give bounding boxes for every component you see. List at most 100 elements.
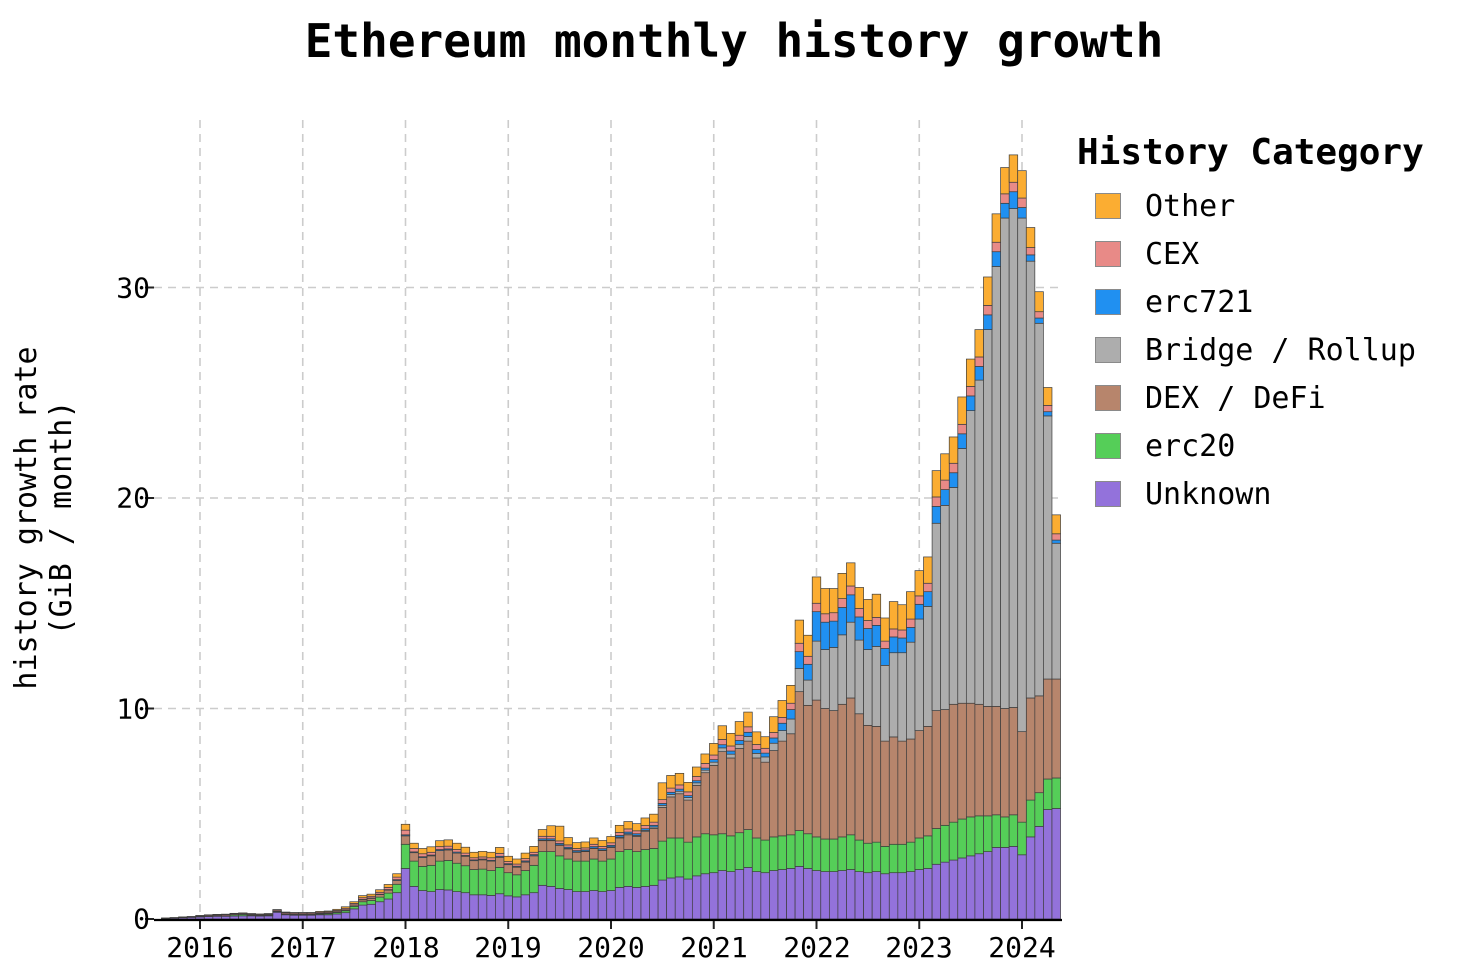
bar-segment-erc721 <box>991 251 1001 267</box>
bar-segment-dex_defi <box>1025 697 1036 801</box>
bar-segment-dex_defi <box>614 837 625 852</box>
bar-segment-bridge_rollup <box>957 448 967 704</box>
bar-segment-cex <box>409 848 419 853</box>
bar-segment-unknown <box>409 886 419 920</box>
bar-segment-erc721 <box>803 663 813 681</box>
bar-segment-unknown <box>931 863 942 920</box>
bar-segment-cex <box>880 640 890 649</box>
bar-segment-dex_defi <box>726 757 736 837</box>
bar-segment-dex_defi <box>863 724 873 844</box>
bar-segment-unknown <box>554 888 565 920</box>
bar-segment-cex <box>1000 193 1010 204</box>
bar-segment-erc721 <box>743 731 753 737</box>
bar-segment-erc721 <box>897 637 907 654</box>
bar-segment-erc721 <box>786 709 796 720</box>
bar-segment-dex_defi <box>691 784 702 838</box>
bar-segment-other <box>426 846 436 853</box>
bar-segment-erc20 <box>700 833 710 875</box>
bar-segment-erc20 <box>1025 799 1036 838</box>
bar-segment-dex_defi <box>563 848 573 860</box>
bar-segment-unknown <box>383 898 394 920</box>
bar-segment-other <box>888 601 899 630</box>
bar-segment-dex_defi <box>828 710 839 840</box>
bar-segment-other <box>580 841 590 849</box>
bar-segment-cex <box>760 747 770 754</box>
bar-segment-other <box>358 895 368 899</box>
bar-segment-erc20 <box>495 867 505 895</box>
bar-segment-dex_defi <box>512 866 522 876</box>
bar-segment-erc20 <box>606 858 616 891</box>
bar-segment-dex_defi <box>991 706 1001 816</box>
bar-segment-bridge_rollup <box>803 679 813 706</box>
bar-segment-erc20 <box>811 836 822 871</box>
bar-segment-other <box>392 873 402 878</box>
bar-segment-dex_defi <box>906 738 916 843</box>
bar-segment-bridge_rollup <box>965 410 976 704</box>
bar-segment-unknown <box>709 872 719 920</box>
bar-segment-erc721 <box>931 506 942 524</box>
legend-item: Other <box>1095 189 1424 224</box>
bar-segment-dex_defi <box>520 861 531 871</box>
bar-segment-dex_defi <box>683 799 693 843</box>
bar-segment-unknown <box>400 868 411 920</box>
y-tick-label-30: 30 <box>116 271 150 305</box>
bar-segment-cex <box>554 840 565 844</box>
bar-segment-cex <box>1025 247 1036 256</box>
bar-segment-cex <box>1043 405 1053 413</box>
bar-segment-bridge_rollup <box>837 634 847 705</box>
bar-segment-cex <box>426 851 436 856</box>
bar-segment-erc20 <box>854 839 864 872</box>
bar-segment-dex_defi <box>786 733 796 836</box>
bar-segment-dex_defi <box>400 835 411 845</box>
bar-segment-unknown <box>212 915 222 920</box>
bar-segment-bridge_rollup <box>1034 322 1044 697</box>
bar-segment-erc20 <box>554 855 565 889</box>
bar-segment-bridge_rollup <box>1017 217 1027 733</box>
bar-segment-unknown <box>734 869 745 920</box>
bar-segment-other <box>298 912 308 914</box>
bar-segment-unknown <box>503 895 513 920</box>
bar-segment-unknown <box>255 915 265 920</box>
bar-segment-cex <box>777 716 787 724</box>
bar-segment-erc721 <box>811 611 822 642</box>
bar-segment-erc721 <box>794 651 805 669</box>
bar-segment-unknown <box>340 912 351 920</box>
bar-segment-erc20 <box>649 848 659 886</box>
bar-segment-dex_defi <box>495 856 505 868</box>
bar-segment-unknown <box>897 872 907 920</box>
bar-segment-other <box>460 846 471 854</box>
bar-segment-bridge_rollup <box>880 664 890 742</box>
bar-segment-dex_defi <box>777 740 787 837</box>
bar-segment-erc20 <box>358 901 368 906</box>
bar-segment-erc20 <box>923 835 933 869</box>
bar-segment-other <box>734 721 745 736</box>
bar-segment-other <box>751 731 762 745</box>
x-tick-label-2023: 2023 <box>885 931 953 964</box>
bar-segment-unknown <box>443 889 453 920</box>
bar-segment-erc20 <box>1000 816 1010 848</box>
bar-segment-other <box>931 470 942 498</box>
bar-segment-dex_defi <box>717 751 727 835</box>
bar-segment-erc20 <box>674 837 685 878</box>
bar-segment-cex <box>683 791 693 796</box>
bar-segment-cex <box>803 655 813 665</box>
bar-segment-erc20 <box>983 815 993 852</box>
bar-segment-unknown <box>323 914 334 920</box>
bar-segment-cex <box>854 608 864 618</box>
bar-segment-erc721 <box>837 607 847 636</box>
bar-segment-erc20 <box>794 830 805 867</box>
bar-segment-unknown <box>306 914 316 920</box>
bar-segment-dex_defi <box>751 757 762 839</box>
bar-segment-erc20 <box>589 858 599 891</box>
bar-segment-other <box>717 725 727 740</box>
bar-segment-cex <box>537 835 548 840</box>
bar-segment-unknown <box>632 887 642 920</box>
bar-segment-unknown <box>940 861 950 920</box>
bar-segment-erc20 <box>803 833 813 869</box>
bar-segment-dex_defi <box>948 703 959 823</box>
bar-segment-cex <box>717 739 727 746</box>
bar-segment-bridge_rollup <box>726 753 736 759</box>
bar-segment-unknown <box>923 868 933 920</box>
bar-segment-other <box>529 846 539 853</box>
bar-segment-unknown <box>1025 836 1036 920</box>
